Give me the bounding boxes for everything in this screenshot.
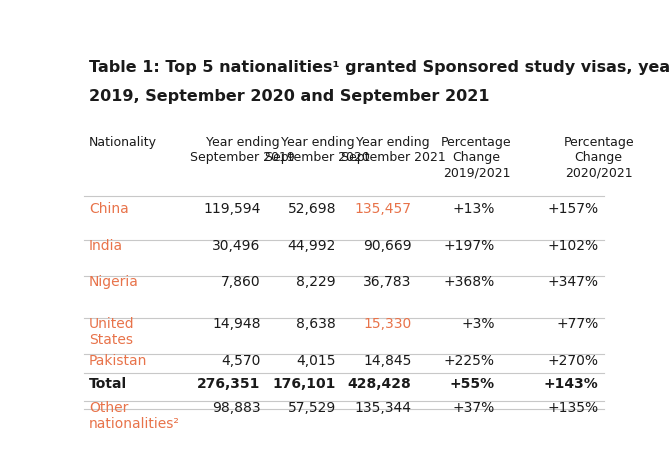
Text: 8,638: 8,638 [297,317,336,330]
Text: 14,948: 14,948 [212,317,260,330]
Text: 52,698: 52,698 [288,202,336,216]
Text: Table 1: Top 5 nationalities¹ granted Sponsored study visas, year ending Septemb: Table 1: Top 5 nationalities¹ granted Sp… [89,61,671,75]
Text: Other
nationalities²: Other nationalities² [89,401,180,431]
Text: 2019, September 2020 and September 2021: 2019, September 2020 and September 2021 [89,89,490,104]
Text: 4,570: 4,570 [221,354,260,368]
Text: Percentage
Change
2020/2021: Percentage Change 2020/2021 [564,136,634,179]
Text: Year ending
September 2020: Year ending September 2020 [266,136,370,164]
Text: 98,883: 98,883 [212,401,260,415]
Text: +368%: +368% [444,275,495,289]
Text: Total: Total [89,377,127,391]
Text: 119,594: 119,594 [203,202,260,216]
Text: India: India [89,239,123,253]
Text: +13%: +13% [452,202,495,216]
Text: +55%: +55% [450,377,495,391]
Text: +77%: +77% [556,317,599,330]
Text: 135,457: 135,457 [354,202,411,216]
Text: 15,330: 15,330 [363,317,411,330]
Text: 30,496: 30,496 [212,239,260,253]
Text: +135%: +135% [548,401,599,415]
Text: 428,428: 428,428 [348,377,411,391]
Text: United
States: United States [89,317,135,347]
Text: 135,344: 135,344 [354,401,411,415]
Text: +143%: +143% [544,377,599,391]
Text: 8,229: 8,229 [297,275,336,289]
Text: 44,992: 44,992 [288,239,336,253]
Text: Year ending
September 2021: Year ending September 2021 [341,136,446,164]
Text: 7,860: 7,860 [221,275,260,289]
Text: +37%: +37% [452,401,495,415]
Text: +157%: +157% [548,202,599,216]
Text: 36,783: 36,783 [363,275,411,289]
Text: 4,015: 4,015 [297,354,336,368]
Text: Nationality: Nationality [89,136,157,149]
Text: +197%: +197% [444,239,495,253]
Text: Nigeria: Nigeria [89,275,139,289]
Text: Percentage
Change
2019/2021: Percentage Change 2019/2021 [441,136,512,179]
Text: 57,529: 57,529 [288,401,336,415]
Text: Year ending
September 2019: Year ending September 2019 [190,136,295,164]
Text: China: China [89,202,129,216]
Text: 176,101: 176,101 [272,377,336,391]
Text: +347%: +347% [548,275,599,289]
Text: 14,845: 14,845 [363,354,411,368]
Text: +102%: +102% [548,239,599,253]
Text: +225%: +225% [444,354,495,368]
Text: +3%: +3% [461,317,495,330]
Text: +270%: +270% [548,354,599,368]
Text: 90,669: 90,669 [363,239,411,253]
Text: Pakistan: Pakistan [89,354,148,368]
Text: 276,351: 276,351 [197,377,260,391]
